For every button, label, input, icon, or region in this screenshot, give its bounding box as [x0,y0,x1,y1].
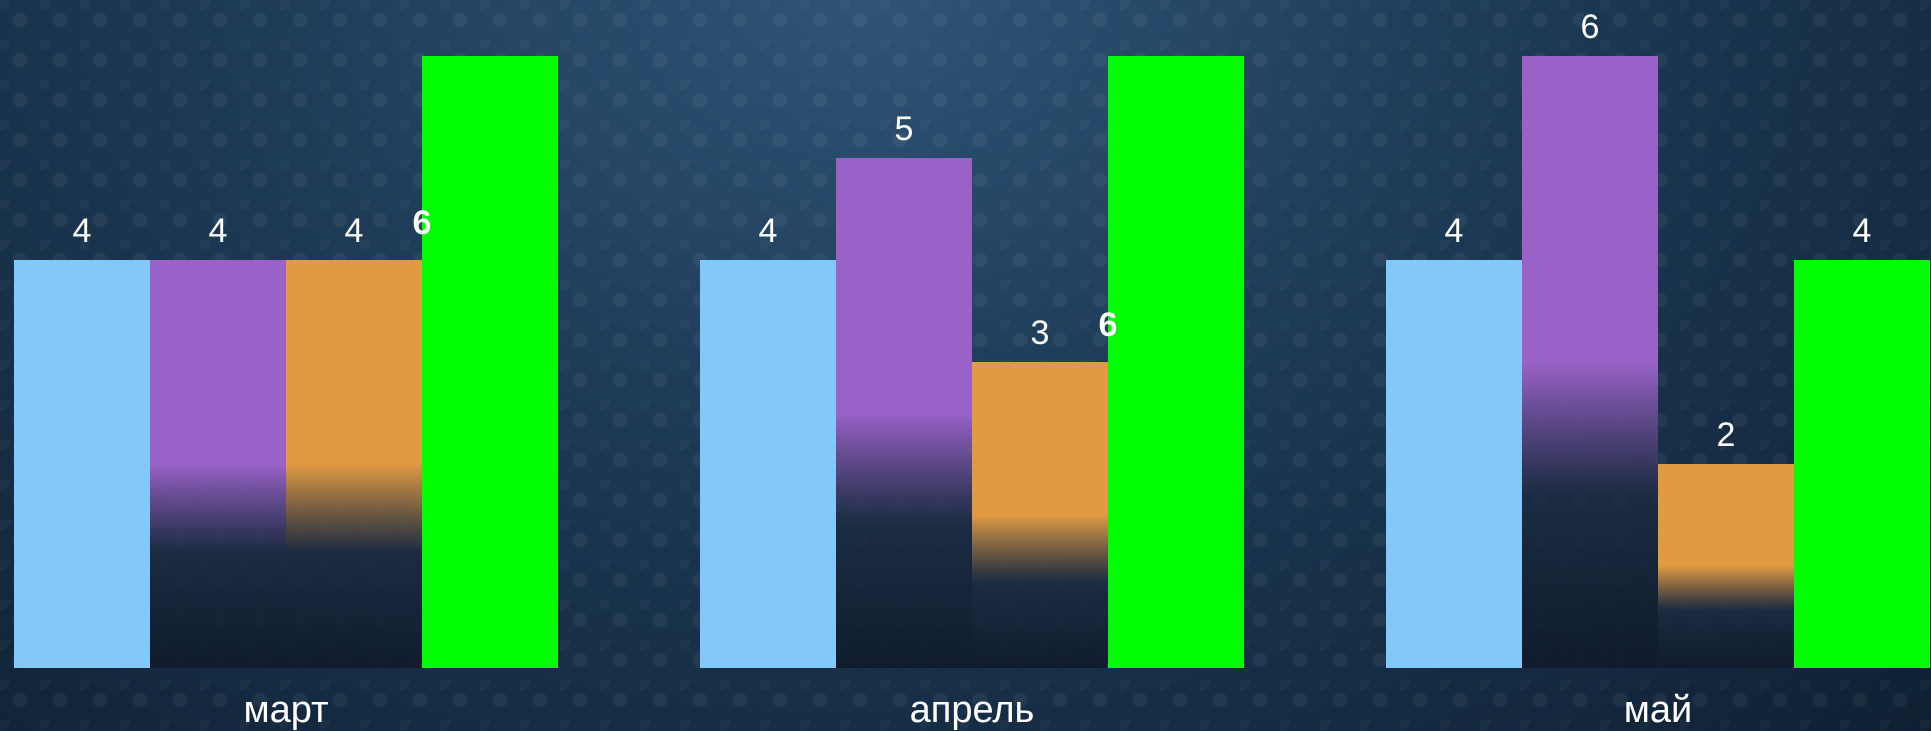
data-label-май-s3: 2 [1717,416,1736,454]
data-label-май-s2: 6 [1581,8,1600,46]
bar-март-s4 [422,56,558,668]
bar-май-s3 [1658,464,1794,668]
data-label-апрель-s4: 6 [1099,306,1118,344]
data-label-май-s4: 4 [1853,212,1872,250]
bar-апрель-s3 [972,362,1108,668]
bar-май-s2 [1522,56,1658,668]
bar-апрель-s2 [836,158,972,668]
data-label-март-s3: 4 [345,212,364,250]
bar-март-s1 [14,260,150,668]
data-label-март-s2: 4 [209,212,228,250]
category-label-апрель: апрель [910,689,1035,731]
category-label-март: март [244,689,329,731]
data-label-май-s1: 4 [1445,212,1464,250]
bar-апрель-s1 [700,260,836,668]
category-label-май: май [1624,689,1693,731]
data-label-март-s1: 4 [73,212,92,250]
bar-май-s1 [1386,260,1522,668]
bar-март-s2 [150,260,286,668]
data-label-апрель-s3: 3 [1031,314,1050,352]
bar-март-s3 [286,260,422,668]
data-label-апрель-s1: 4 [759,212,778,250]
bar-май-s4 [1794,260,1930,668]
bar-апрель-s4 [1108,56,1244,668]
data-label-апрель-s2: 5 [895,110,914,148]
data-label-март-s4: 6 [413,204,432,242]
